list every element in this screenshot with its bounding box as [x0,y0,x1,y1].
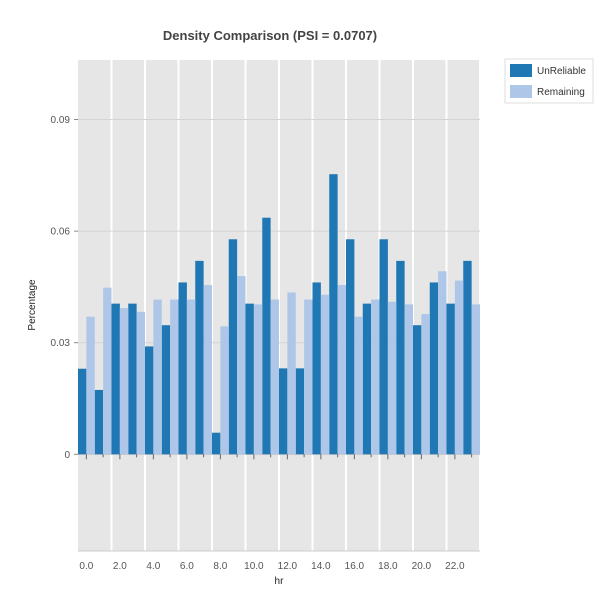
bar-remaining-hr-5 [170,299,179,455]
x-tick-label: 22.0 [445,561,465,572]
bar-unreliable-hr-18 [379,239,388,455]
bar-unreliable-hr-2 [111,303,120,455]
bar-remaining-hr-11 [270,299,279,455]
x-axis: 0.0 2.0 4.0 6.0 8.0 10.0 12.0 14.0 16.0 18.0 20.0 2… [78,454,480,572]
bar-remaining-hr-9 [237,276,246,455]
bar-unreliable-hr-0 [78,368,87,455]
bar-remaining-hr-21 [438,271,447,455]
legend-label-remaining: Remaining [537,87,585,98]
bar-unreliable-hr-12 [279,368,288,455]
legend-swatch-unreliable [510,64,532,77]
bar-remaining-hr-0 [86,316,95,455]
bar-remaining-hr-4 [153,299,162,455]
x-tick-label: 12.0 [278,561,298,572]
bar-unreliable-hr-17 [362,303,372,455]
x-tick-label: 20.0 [412,561,432,572]
chart-title: Density Comparison (PSI = 0.0707) [163,28,377,43]
legend: UnReliable Remaining [504,58,594,104]
x-tick-label: 18.0 [378,561,398,572]
y-tick-label: 0.03 [51,338,71,349]
bar-remaining-hr-15 [337,285,346,455]
x-tick-label: 14.0 [311,561,331,572]
bar-unreliable-hr-23 [463,260,472,455]
legend-swatch-remaining [510,85,532,98]
bar-unreliable-hr-5 [161,325,171,455]
bar-unreliable-hr-21 [429,282,439,455]
bar-remaining-hr-18 [387,301,397,455]
bar-remaining-hr-22 [454,280,464,455]
bar-unreliable-hr-7 [195,260,204,455]
bar-unreliable-hr-1 [94,389,104,455]
bar-unreliable-hr-11 [262,217,271,455]
x-axis-label: hr [275,576,285,587]
bar-remaining-hr-16 [354,316,363,455]
bar-remaining-hr-10 [253,304,263,455]
bar-unreliable-hr-22 [446,303,455,455]
legend-label-unreliable: UnReliable [537,66,586,77]
bar-unreliable-hr-10 [245,303,254,455]
x-tick-label: 4.0 [146,561,160,572]
bar-unreliable-hr-6 [178,282,187,455]
bar-unreliable-hr-15 [329,174,338,455]
y-tick-label: 0 [64,450,70,461]
y-tick-label: 0.09 [51,115,71,126]
bar-unreliable-hr-14 [312,282,321,455]
bar-unreliable-hr-19 [396,260,405,455]
y-axis: 0 0.03 0.06 0.09 [51,115,78,461]
bar-unreliable-hr-3 [128,303,137,455]
bar-remaining-hr-7 [203,285,212,455]
x-tick-label: 6.0 [180,561,194,572]
bar-remaining-hr-3 [136,311,145,455]
y-tick-label: 0.06 [51,227,71,238]
x-tick-label: 0.0 [79,561,93,572]
bar-group [78,174,480,455]
bar-remaining-hr-20 [421,314,430,455]
y-axis-label: Percentage [27,279,38,331]
x-tick-label: 16.0 [345,561,365,572]
bar-remaining-hr-12 [287,292,296,455]
bar-remaining-hr-23 [471,304,480,455]
bar-unreliable-hr-9 [228,239,238,455]
bar-unreliable-hr-8 [212,432,221,455]
bar-remaining-hr-19 [404,304,413,455]
bar-remaining-hr-1 [103,287,112,455]
bar-remaining-hr-13 [304,299,313,455]
x-tick-label: 8.0 [213,561,227,572]
bar-remaining-hr-6 [186,299,196,455]
bar-unreliable-hr-13 [295,368,305,455]
bar-unreliable-hr-4 [145,346,154,455]
bar-remaining-hr-8 [220,326,229,455]
bar-unreliable-hr-20 [413,325,422,455]
bar-remaining-hr-17 [371,299,380,455]
bar-remaining-hr-14 [320,294,330,455]
bar-remaining-hr-2 [119,308,129,455]
x-tick-label: 10.0 [244,561,264,572]
bar-unreliable-hr-16 [346,239,355,455]
x-tick-label: 2.0 [113,561,127,572]
